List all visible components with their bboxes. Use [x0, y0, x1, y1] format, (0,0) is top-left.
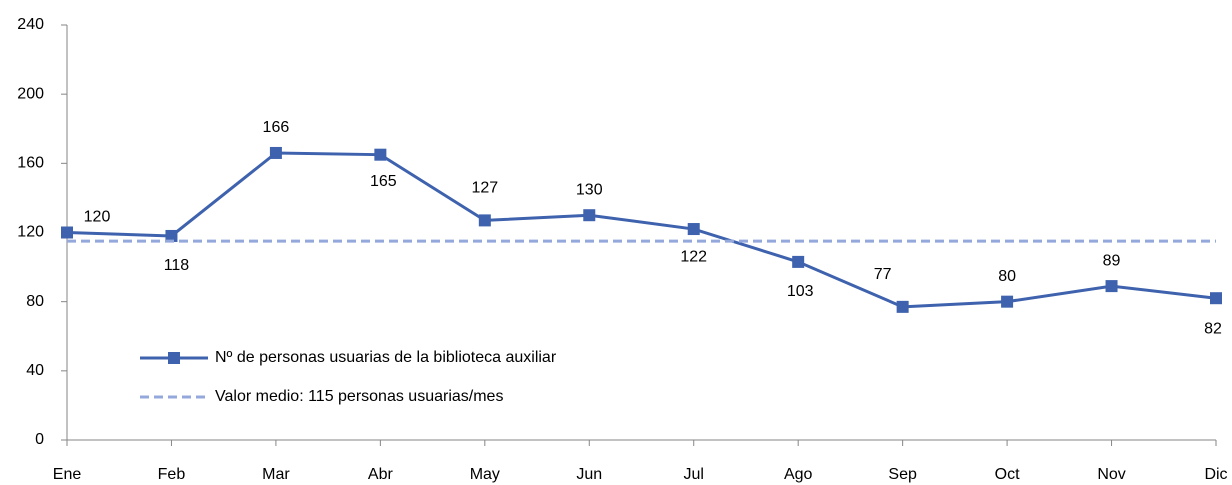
legend-label: Nº de personas usuarias de la biblioteca…: [215, 349, 557, 366]
point-marker: [1001, 295, 1014, 308]
point-marker: [792, 255, 805, 268]
data-label: 80: [998, 268, 1016, 285]
y-tick-label: 240: [17, 16, 44, 33]
x-tick-label: Jun: [576, 466, 602, 483]
point-marker: [583, 209, 596, 222]
data-label: 130: [576, 181, 603, 198]
x-tick-label: Oct: [995, 466, 1020, 483]
y-tick-label: 40: [26, 362, 44, 379]
data-label: 89: [1103, 252, 1121, 269]
data-label: 77: [874, 266, 892, 283]
point-marker: [1105, 280, 1118, 293]
data-label: 82: [1204, 320, 1222, 337]
data-label: 118: [164, 257, 190, 274]
y-tick-label: 80: [26, 293, 44, 310]
y-tick-label: 0: [35, 431, 44, 448]
legend-marker: [168, 352, 180, 364]
point-marker: [61, 226, 73, 239]
x-tick-label: Ago: [784, 466, 813, 483]
point-marker: [165, 229, 178, 242]
point-marker: [269, 146, 282, 159]
data-label: 165: [370, 173, 397, 190]
y-tick-label: 120: [17, 224, 44, 241]
point-marker: [687, 223, 700, 236]
x-tick-label: Sep: [888, 466, 917, 483]
data-label: 166: [263, 119, 290, 136]
data-label: 103: [787, 283, 814, 300]
x-tick-label: May: [470, 466, 500, 483]
y-tick-label: 200: [17, 85, 44, 102]
y-tick-label: 160: [17, 155, 44, 172]
data-label: 120: [84, 209, 111, 226]
x-tick-label: Abr: [368, 466, 394, 483]
x-tick-label: Jul: [684, 466, 704, 483]
x-tick-label: Feb: [158, 466, 186, 483]
data-label: 122: [680, 248, 707, 265]
data-line: [66, 151, 1217, 309]
point-marker: [896, 300, 909, 313]
point-marker: [478, 214, 491, 227]
point-marker: [374, 148, 387, 161]
data-label: 127: [471, 180, 498, 197]
x-tick-label: Nov: [1097, 466, 1125, 483]
x-tick-label: Dic: [1204, 466, 1227, 483]
point-marker: [1210, 292, 1222, 305]
x-tick-label: Ene: [53, 466, 82, 483]
x-tick-label: Mar: [262, 466, 290, 483]
legend-label: Valor medio: 115 personas usuarias/mes: [215, 388, 503, 405]
